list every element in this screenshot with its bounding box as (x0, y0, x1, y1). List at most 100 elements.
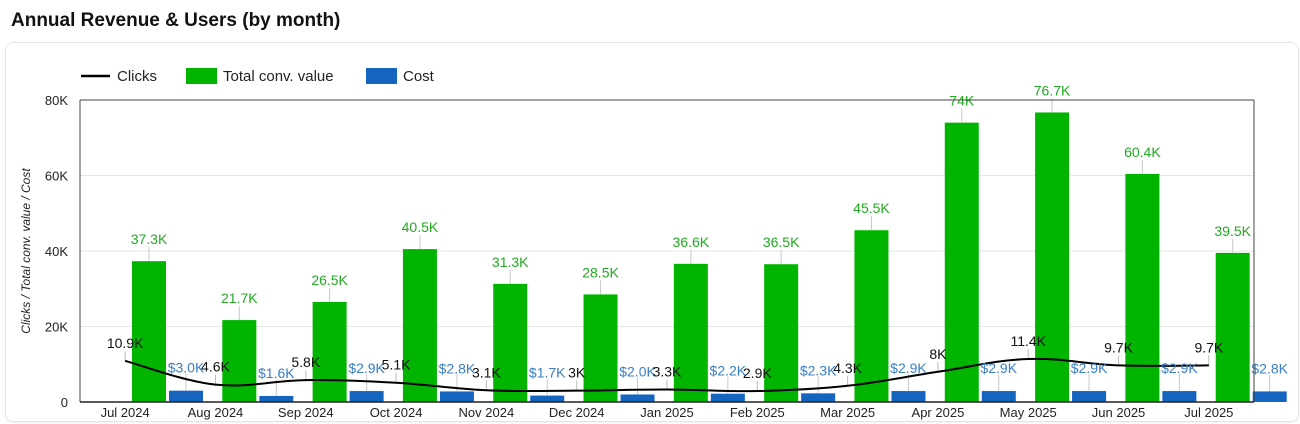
conv-value-label: 45.5K (853, 200, 890, 216)
cost-bar (801, 393, 836, 402)
clicks-value-label: 4.6K (201, 359, 230, 375)
cost-value-label: $2.2K (710, 363, 747, 379)
clicks-value-label: 4.3K (833, 360, 862, 376)
clicks-value-label: 5.8K (291, 354, 320, 370)
cost-legend-label: Cost (403, 68, 435, 85)
clicks-legend-label: Clicks (117, 68, 157, 85)
cost-bar (169, 390, 203, 402)
conv-value-bars (132, 112, 1250, 403)
conv-value-label: 26.5K (311, 272, 348, 288)
cost-value-label: $3.0K (168, 360, 205, 376)
conv-value-bar (493, 283, 528, 402)
conv-value-label: 21.7K (221, 290, 258, 306)
clicks-value-label: 3K (568, 365, 586, 381)
cost-value-label: $2.9K (980, 360, 1017, 376)
y-axis-title: Clicks / Total conv. value / Cost (19, 168, 33, 334)
x-tick-label: Jun 2025 (1092, 405, 1146, 420)
y-tick-label: 0 (61, 395, 68, 410)
conv-value-label: 37.3K (131, 231, 168, 247)
conv-value-bar (312, 301, 347, 402)
clicks-value-label: 9.7K (1194, 339, 1223, 355)
clicks-value-label: 5.1K (382, 357, 411, 373)
conv-value-bar (132, 261, 166, 402)
clicks-value-label: 3.3K (653, 364, 682, 380)
cost-bar (530, 395, 565, 402)
cost-bar (1252, 391, 1287, 402)
conv-value-label: 36.6K (673, 234, 710, 250)
x-tick-label: Nov 2024 (459, 405, 515, 420)
y-tick-label: 80K (45, 93, 68, 108)
conv-value-label: 76.7K (1034, 82, 1071, 98)
conv-value-bar (764, 264, 799, 402)
conv-value-legend-swatch (186, 68, 217, 84)
cost-bar (349, 391, 384, 402)
cost-value-label: $2.8K (1251, 360, 1288, 376)
legend[interactable]: Clicks Total conv. value Cost (81, 68, 435, 85)
cost-bar (259, 395, 294, 402)
clicks-value-label: 8K (929, 346, 947, 362)
conv-value-label: 40.5K (402, 219, 439, 235)
cost-value-label: $2.9K (1071, 360, 1108, 376)
cost-bar (1072, 391, 1107, 402)
chart-card (5, 42, 1299, 422)
x-tick-label: Mar 2025 (820, 405, 875, 420)
x-tick-label: Apr 2025 (912, 405, 965, 420)
x-tick-label: Dec 2024 (549, 405, 605, 420)
conv-value-label: 28.5K (582, 264, 619, 280)
cost-value-label: $2.0K (619, 363, 656, 379)
cost-value-label: $2.9K (890, 360, 927, 376)
cost-bar (620, 394, 655, 402)
clicks-value-label: 10.9K (107, 335, 144, 351)
page-title: Annual Revenue & Users (by month) (11, 10, 341, 31)
cost-legend-swatch (366, 68, 397, 84)
clicks-value-label: 9.7K (1104, 339, 1133, 355)
clicks-value-label: 3.1K (472, 364, 501, 380)
conv-value-bar (944, 122, 979, 403)
conv-value-bar (1125, 173, 1160, 402)
clicks-line (124, 357, 1209, 393)
cost-value-label: $2.9K (1161, 360, 1198, 376)
conv-value-bar (673, 263, 708, 402)
conv-value-bar (583, 294, 618, 402)
cost-bar (439, 391, 474, 402)
conv-value-label: 39.5K (1214, 223, 1251, 239)
cost-bar (1162, 391, 1197, 402)
x-tick-label: Jul 2025 (1184, 405, 1233, 420)
conv-value-bar (402, 249, 437, 402)
conv-value-bar (1035, 112, 1070, 403)
label-leader-lines (124, 98, 1271, 396)
x-tick-label: Sep 2024 (278, 405, 334, 420)
data-labels: 37.3K 21.7K 26.5K 40.5K 31.3K 28.5K 36.6K 36.5K… (107, 82, 1289, 381)
conv-value-legend-label: Total conv. value (223, 68, 334, 85)
y-tick-label: 40K (45, 244, 68, 259)
cost-value-label: $1.7K (529, 365, 566, 381)
clicks-value-label: 11.4K (1010, 333, 1046, 349)
x-tick-label: Oct 2024 (370, 405, 423, 420)
conv-value-label: 74K (949, 93, 975, 109)
conv-value-bar (1215, 252, 1250, 402)
y-tick-label: 20K (45, 320, 68, 335)
conv-value-label: 60.4K (1124, 144, 1161, 160)
cost-value-label: $2.9K (348, 360, 385, 376)
conv-value-bar (222, 320, 257, 402)
y-tick-label: 60K (45, 169, 68, 184)
x-tick-label: May 2025 (1000, 405, 1057, 420)
cost-bar (891, 391, 926, 402)
x-tick-label: Aug 2024 (188, 405, 244, 420)
conv-value-label: 31.3K (492, 254, 529, 270)
x-tick-label: Jul 2024 (101, 405, 150, 420)
cost-value-label: $2.8K (439, 360, 476, 376)
conv-value-bar (854, 230, 889, 402)
clicks-value-label: 2.9K (743, 365, 772, 381)
clicks-line-path (124, 357, 1209, 393)
x-tick-label: Jan 2025 (640, 405, 694, 420)
cost-value-label: $1.6K (258, 365, 295, 381)
conv-value-label: 36.5K (763, 234, 800, 250)
cost-bar (981, 391, 1016, 402)
cost-bar (710, 393, 745, 402)
cost-value-label: $2.3K (800, 362, 837, 378)
cost-bars (169, 390, 1287, 402)
x-tick-label: Feb 2025 (730, 405, 785, 420)
axes: 0 20K 40K 60K 80K Clicks / Total conv. value … (19, 93, 1255, 420)
